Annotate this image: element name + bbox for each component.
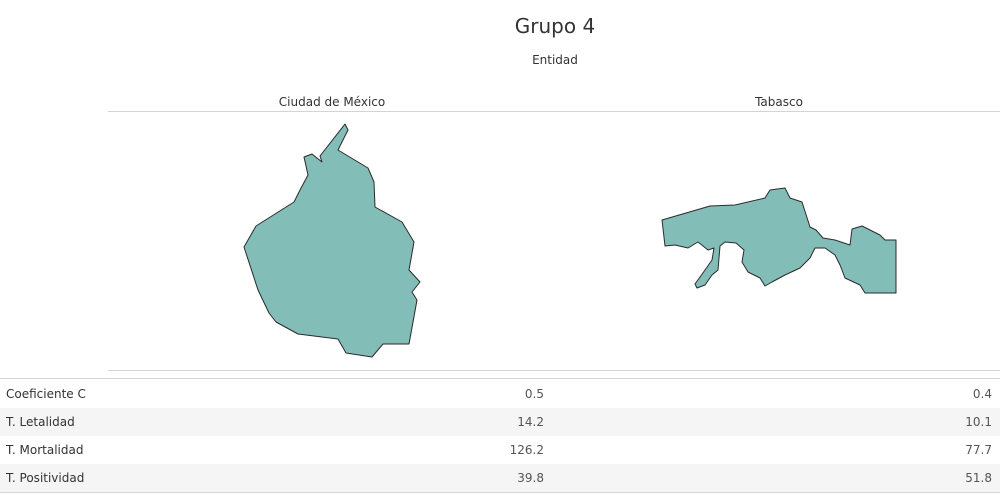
table-top-divider xyxy=(0,378,1000,379)
column-header-ciudad-de-mexico: Ciudad de México xyxy=(278,95,386,109)
map-ciudad-de-mexico[interactable] xyxy=(243,123,421,358)
cell-tabasco: 0.4 xyxy=(972,387,992,401)
cell-ciudad-de-mexico: 39.8 xyxy=(517,471,544,485)
maps-svg xyxy=(243,123,897,358)
table-row: Coeficiente C 0.5 0.4 xyxy=(0,380,1000,408)
column-group-title: Entidad xyxy=(532,53,578,67)
chart-title: Grupo 4 xyxy=(514,14,596,38)
cell-tabasco: 77.7 xyxy=(965,443,992,457)
cell-tabasco: 51.8 xyxy=(965,471,992,485)
table-bottom-divider xyxy=(0,492,1000,493)
table-row: T. Letalidad 14.2 10.1 xyxy=(0,408,1000,436)
cell-ciudad-de-mexico: 0.5 xyxy=(524,387,544,401)
cell-tabasco: 10.1 xyxy=(965,415,992,429)
row-label-coeficiente-c: Coeficiente C xyxy=(6,387,86,401)
map-bottom-divider xyxy=(108,370,1000,371)
header-divider xyxy=(108,111,1000,112)
map-tabasco[interactable] xyxy=(661,187,897,294)
row-label-t-letalidad: T. Letalidad xyxy=(6,415,75,429)
map-area xyxy=(108,111,1000,371)
row-label-t-positividad: T. Positividad xyxy=(6,471,85,485)
column-header-tabasco: Tabasco xyxy=(755,95,803,109)
table-row: T. Mortalidad 126.2 77.7 xyxy=(0,436,1000,464)
row-label-t-mortalidad: T. Mortalidad xyxy=(6,443,84,457)
cell-ciudad-de-mexico: 126.2 xyxy=(509,443,544,457)
cell-ciudad-de-mexico: 14.2 xyxy=(517,415,544,429)
table-row: T. Positividad 39.8 51.8 xyxy=(0,464,1000,492)
